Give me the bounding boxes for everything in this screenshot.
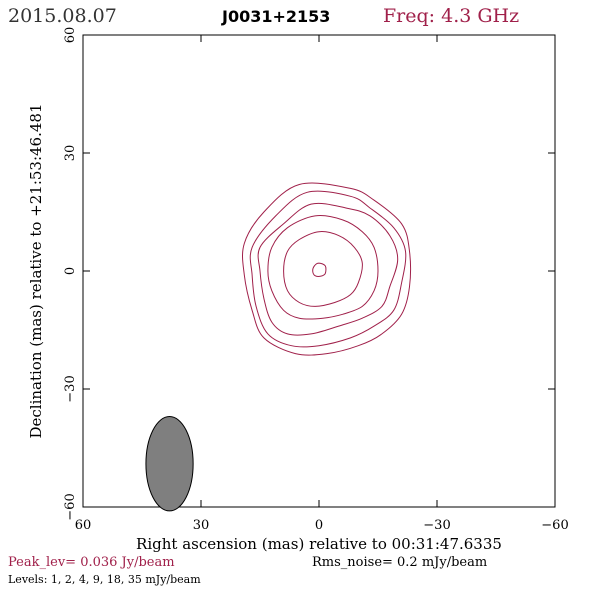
x-tick-label: −30 [423, 518, 450, 533]
rms-noise: Rms_noise= 0.2 mJy/beam [312, 555, 487, 570]
frequency-label: Freq: 4.3 GHz [383, 5, 519, 27]
x-tick-label: 0 [315, 518, 323, 533]
contour-level-6 [312, 262, 327, 277]
y-axis-label: Declination (mas) relative to +21:53:46.… [27, 103, 45, 438]
y-tick-label: 60 [63, 27, 78, 44]
x-tick-label: 60 [75, 518, 92, 533]
contour-levels: Levels: 1, 2, 4, 9, 18, 35 mJy/beam [8, 573, 201, 586]
source-name: J0031+2153 [221, 7, 330, 26]
x-axis-label: Right ascension (mas) relative to 00:31:… [136, 535, 502, 553]
beam-ellipse [145, 416, 194, 512]
x-tick-label: 30 [193, 518, 210, 533]
contour-level-4 [267, 215, 379, 320]
y-tick-label: 0 [63, 267, 78, 275]
axis-tick-labels: 60 30 0 −30 −60 −60 −30 0 30 60 [63, 27, 569, 533]
contour-layer [242, 182, 411, 356]
contour-level-1 [242, 182, 411, 356]
y-tick-label: −30 [63, 375, 78, 402]
contour-level-2 [249, 190, 407, 348]
x-tick-label: −60 [541, 518, 568, 533]
contour-level-5 [283, 231, 363, 307]
contour-level-3 [257, 202, 399, 336]
y-tick-label: −60 [63, 493, 78, 520]
observation-date: 2015.08.07 [8, 5, 117, 27]
peak-level: Peak_lev= 0.036 Jy/beam [8, 555, 175, 570]
y-tick-label: 30 [63, 145, 78, 162]
axis-ticks [82, 34, 556, 508]
